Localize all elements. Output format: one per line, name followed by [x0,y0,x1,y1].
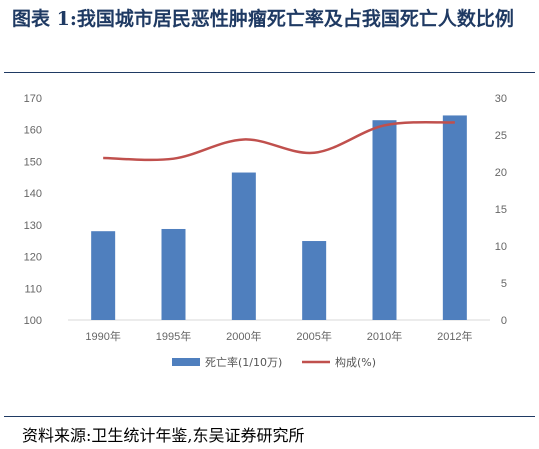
x-tick-label: 2010年 [367,329,402,343]
y-right-tick-label: 5 [501,278,507,290]
x-tick-label: 2005年 [296,329,331,343]
left-axis-ticks: 100 110 120 130 140 150 160 170 [24,93,42,327]
bar [302,241,327,320]
y-left-tick-label: 110 [24,283,42,295]
y-right-tick-label: 30 [495,93,507,105]
bar [372,120,397,320]
bar [231,172,256,320]
y-right-tick-label: 15 [495,204,507,216]
y-left-tick-label: 130 [24,220,42,232]
legend-line-label: 构成(%) [335,355,376,369]
y-left-tick-label: 170 [24,93,42,105]
y-left-tick-label: 150 [24,156,42,168]
y-left-tick-label: 120 [24,252,42,264]
title-divider [4,72,535,73]
bar [442,115,467,320]
footer-divider [4,416,535,417]
legend: 死亡率(1/10万) 构成(%) [172,355,376,369]
bar [91,231,116,320]
y-left-tick-label: 140 [24,188,42,200]
x-tick-label: 1995年 [156,329,191,343]
y-right-tick-label: 10 [495,241,507,253]
bar [161,228,186,320]
legend-bar-label: 死亡率(1/10万) [205,355,282,369]
x-axis-labels: 1990年 1995年 2000年 2005年 2010年 2012年 [85,329,472,343]
y-right-tick-label: 25 [495,130,507,142]
source-note: 资料来源:卫生统计年鉴,东吴证券研究所 [22,426,305,445]
right-axis-ticks: 0 5 10 15 20 25 30 [495,93,507,327]
line-series [103,120,455,162]
bar-series [91,115,467,320]
y-left-tick-label: 160 [24,125,42,137]
y-right-tick-label: 0 [501,315,507,327]
y-left-tick-label: 100 [24,315,42,327]
legend-bar-swatch [172,358,200,366]
x-tick-label: 1990年 [85,329,120,343]
x-tick-label: 2012年 [437,329,472,343]
chart-title: 图表 1:我国城市居民恶性肿瘤死亡率及占我国死亡人数比例 [12,8,514,30]
x-tick-label: 2000年 [226,329,261,343]
y-right-tick-label: 20 [495,167,507,179]
